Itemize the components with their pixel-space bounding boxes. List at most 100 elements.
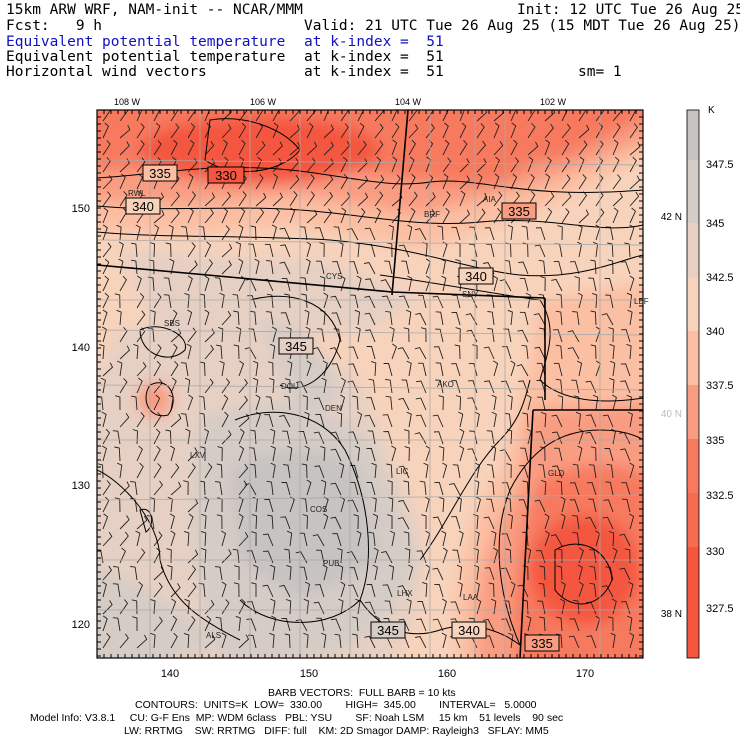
wind-barb [313, 397, 325, 411]
wind-barb [287, 445, 293, 462]
wind-barb [371, 496, 377, 513]
wind-barb [169, 513, 175, 530]
wind-barb [265, 311, 274, 326]
wind-barb [538, 464, 546, 479]
wind-barb [510, 360, 516, 377]
wind-barb [403, 327, 410, 343]
wind-barb [527, 122, 536, 139]
wind-barb [451, 363, 461, 377]
wind-barb [238, 463, 249, 479]
wind-barb [166, 548, 172, 564]
wind-barb [238, 275, 246, 292]
wind-barb [560, 496, 566, 513]
wind-barb [269, 377, 275, 394]
wind-barb [573, 395, 580, 411]
wind-barb [279, 261, 291, 275]
wind-barb [204, 140, 215, 156]
station-label: SBS [164, 319, 180, 328]
wind-barb [561, 208, 570, 224]
wind-barb [289, 110, 300, 122]
wind-barb [432, 567, 444, 581]
wind-barb [149, 497, 156, 513]
wind-barb [387, 480, 393, 496]
wind-barb [595, 173, 604, 190]
wind-barb [435, 379, 444, 394]
wind-barb [221, 394, 229, 411]
wind-barb [289, 174, 300, 190]
wind-barb [235, 241, 241, 258]
contour-label: 335 [524, 634, 560, 652]
wind-barb [476, 192, 488, 207]
wind-barb [432, 295, 444, 309]
wind-barb [119, 345, 131, 360]
wind-barb [629, 632, 635, 649]
wind-barb [553, 362, 563, 377]
contour-label: 340 [458, 267, 494, 285]
wind-barb [279, 584, 291, 598]
field2-name: Equivalent potential temperature [6, 49, 286, 65]
wind-barb [620, 261, 631, 275]
wind-barb [374, 156, 382, 173]
wind-barb [386, 463, 393, 479]
wind-barb [238, 207, 246, 224]
colorbar-label: 332.5 [706, 490, 734, 502]
wind-barb [391, 110, 398, 122]
wind-barb [299, 226, 308, 241]
wind-barb [540, 479, 547, 496]
wind-barb [269, 632, 275, 649]
wind-barb [347, 499, 359, 513]
wind-barb [383, 363, 393, 377]
wind-barb [339, 394, 346, 411]
contour-label-text: 335 [508, 204, 530, 219]
wind-barb [119, 377, 128, 394]
wind-barb [187, 207, 194, 224]
wind-barb [510, 110, 517, 122]
colorbar-swatch [687, 385, 699, 439]
wind-barb [214, 566, 223, 581]
wind-barb [538, 259, 546, 275]
wind-barb [117, 360, 123, 377]
wind-barb [238, 122, 247, 139]
contour-label: 335 [501, 202, 537, 220]
wind-barb [284, 548, 291, 564]
wind-barb [330, 448, 342, 462]
wind-barb [170, 377, 177, 394]
wind-barb [101, 326, 108, 343]
wind-barb [588, 277, 597, 292]
wind-barb [364, 414, 376, 428]
wind-barb [216, 463, 223, 479]
wind-barb [102, 140, 111, 156]
wind-barb [204, 309, 210, 326]
colorbar-label: 337.5 [706, 380, 734, 392]
wind-barb [102, 600, 113, 615]
station-label: LHX [397, 589, 413, 598]
wind-barb [459, 175, 470, 190]
wind-barb [357, 207, 366, 224]
wind-barb [459, 158, 470, 173]
wind-barb [459, 209, 471, 224]
wind-barb [391, 445, 397, 462]
wind-barb [418, 362, 427, 377]
wind-barb [552, 465, 563, 479]
contour-label-text: 345 [285, 339, 307, 354]
wind-barb [238, 445, 245, 462]
wind-barb [373, 547, 379, 564]
wind-barb [567, 330, 580, 343]
wind-barb [441, 632, 447, 649]
wind-barb [170, 413, 182, 428]
wind-barb [340, 581, 346, 598]
wind-barb [114, 395, 121, 411]
wind-barb [414, 347, 427, 360]
wind-barb [204, 275, 210, 292]
field1-name: Equivalent potential temperature [6, 34, 286, 50]
lat-labels: 42 N 40 N 38 N [661, 212, 682, 620]
wind-barb [629, 110, 637, 122]
wind-barb [555, 378, 563, 394]
wind-barb [281, 618, 291, 632]
wind-barb [435, 311, 444, 326]
wind-barb [492, 275, 499, 292]
wind-barb [585, 516, 597, 530]
wind-barb [116, 224, 122, 241]
lon-labels: 108 W 106 W 104 W 102 W [114, 97, 567, 107]
station-label: LXV [190, 451, 206, 460]
